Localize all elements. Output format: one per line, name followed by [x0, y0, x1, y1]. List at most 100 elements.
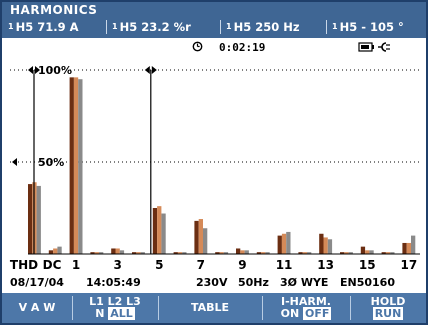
harmonic-bar [307, 252, 312, 254]
harmonic-bar [173, 252, 178, 254]
harmonic-bar [406, 242, 411, 254]
harmonic-bar [302, 252, 307, 254]
harmonic-bar [94, 252, 99, 254]
info-bar: 08/17/04 14:05:49 230V 50Hz 3Ø WYE EN501… [2, 274, 426, 292]
thd-cursor-arrow-right [35, 66, 40, 74]
harmonic-bar [365, 250, 370, 254]
harmonic-bar [182, 252, 187, 254]
harmonic-bar [198, 219, 203, 254]
softkey-option: RUN [352, 307, 424, 320]
harmonic-bar [327, 239, 333, 254]
x-tick-label: 5 [155, 258, 163, 272]
harmonic-bar [286, 231, 291, 254]
y-axis-label: 50% [38, 156, 64, 169]
harmonic-bar [390, 252, 395, 254]
softkey-option-selected: ALL [108, 307, 135, 320]
harmonic-cursor-arrow-left [144, 66, 150, 74]
harmonic-bar [340, 252, 345, 254]
nominal-voltage: 230V [196, 276, 228, 289]
harmonic-bar [157, 206, 162, 254]
harmonic-bar [277, 235, 282, 254]
harmonic-bar [256, 252, 262, 254]
reading-value: H5 23.2 %r [119, 20, 191, 34]
limits-standard: EN50160 [340, 276, 395, 289]
softkey-v-a-w[interactable]: V A W [4, 293, 70, 323]
softkey-label: I-HARM. [281, 295, 331, 308]
harmonic-bar [219, 252, 224, 254]
scale-arrow-marker [12, 158, 17, 166]
reading-h5-frequency: 1 H5 250 Hz [226, 19, 300, 35]
harmonic-bar [381, 252, 386, 254]
softkey-hold-run[interactable]: HOLD RUN [352, 293, 424, 323]
harmonic-bar [385, 252, 391, 254]
phase-label: 1 [332, 22, 338, 31]
harmonic-bar [281, 233, 287, 254]
softkey-option-selected: OFF [303, 307, 332, 320]
harmonic-bar [411, 235, 416, 254]
reading-h5-percent: 1 H5 23.2 %r [112, 19, 191, 35]
softkey-option: ON OFF [264, 307, 348, 320]
harmonic-bar [99, 252, 104, 254]
date: 08/17/04 [10, 276, 64, 289]
timer-value: 0:02:19 [219, 41, 266, 54]
x-tick-label: 17 [400, 258, 417, 272]
wiring-config: 3Ø WYE [280, 276, 329, 289]
timer: 0:02:19 [192, 41, 265, 54]
harmonic-bar [344, 252, 349, 254]
harmonic-bar [57, 246, 62, 254]
x-tick-label: 1 [72, 258, 80, 272]
phase-label: 1 [112, 22, 118, 31]
harmonic-bar [90, 252, 95, 254]
softkey-label: TABLE [190, 301, 230, 314]
softkey-divider [72, 296, 73, 320]
softkey-phase-select[interactable]: L1 L2 L3 N ALL [74, 293, 156, 323]
reading-divider [326, 20, 327, 34]
reading-value: H5 250 Hz [233, 20, 300, 34]
harmonic-bar [244, 250, 249, 254]
harmonic-bar [28, 184, 33, 254]
harmonic-bar [236, 248, 241, 254]
harmonic-bar [115, 248, 120, 254]
screen-title: HARMONICS [10, 3, 98, 17]
softkey-option-normal: ON [280, 307, 303, 320]
harmonic-bar [152, 208, 158, 254]
harmonic-bar [111, 248, 116, 254]
harmonic-bar [140, 252, 145, 254]
harmonic-bar [265, 252, 270, 254]
y-axis-label: 100% [38, 64, 72, 77]
reading-divider [106, 20, 107, 34]
time: 14:05:49 [86, 276, 141, 289]
title-bar: HARMONICS 1 H5 71.9 A 1 H5 23.2 %r 1 H5 250… [2, 2, 426, 38]
harmonic-bar [36, 185, 41, 254]
harmonic-bar [323, 237, 328, 254]
softkey-divider [158, 296, 159, 320]
x-tick-label: 11 [276, 258, 293, 272]
harmonic-bar [48, 250, 54, 254]
harmonic-bar [348, 252, 353, 254]
softkey-label: L1 L2 L3 [89, 295, 141, 308]
harmonic-bar [261, 252, 266, 254]
softkey-option-selected: RUN [372, 307, 404, 320]
reading-value: H5 - 105 ° [339, 20, 404, 34]
harmonic-bar [177, 252, 183, 254]
harmonic-bar [360, 246, 366, 254]
harmonic-bar [78, 79, 83, 254]
reading-value: H5 71.9 A [15, 20, 79, 34]
harmonic-bar [240, 250, 245, 254]
phase-label: 1 [226, 22, 232, 31]
x-tick-label: 7 [197, 258, 205, 272]
harmonic-bar [119, 250, 125, 254]
harmonic-bar [161, 213, 166, 254]
thd-cursor-arrow-left [28, 66, 33, 74]
softkey-i-harm[interactable]: I-HARM. ON OFF [264, 293, 348, 323]
phase-label: 1 [8, 22, 14, 31]
harmonic-bar [369, 250, 374, 254]
harmonic-bar [194, 220, 199, 254]
softkey-table[interactable]: TABLE [160, 293, 260, 323]
harmonic-cursor-arrow-right [151, 66, 157, 74]
x-tick-label: THD [10, 258, 38, 272]
harmonic-bar [73, 77, 79, 254]
softkey-option-normal: N [95, 307, 109, 320]
x-tick-label: 9 [238, 258, 246, 272]
